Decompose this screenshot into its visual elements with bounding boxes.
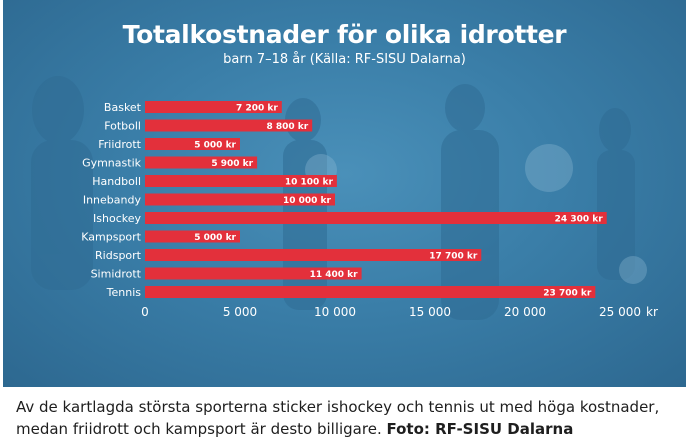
value-label: 23 700 kr [543,289,592,299]
category-label: Friidrott [98,138,141,151]
image-caption: Av de kartlagda största sporterna sticke… [16,396,676,440]
x-tick-label: 20 000 [504,305,546,319]
bar [145,230,240,243]
value-label: 5 000 kr [194,233,236,243]
value-label: 7 200 kr [236,104,278,114]
bar-chart: Basket 7 200 kr Fotboll 8 800 kr Friidrott 5 … [81,101,658,319]
category-label: Handboll [92,175,141,188]
value-label: 8 800 kr [266,122,308,132]
category-label: Tennis [106,286,142,299]
x-tick-label: 15 000 [409,305,451,319]
value-label: 24 300 kr [555,215,604,225]
x-tick-label: 0 [141,305,149,319]
value-label: 17 700 kr [429,252,478,262]
bar [145,119,313,132]
category-label: Fotboll [104,120,141,133]
x-unit-label: kr [646,305,658,319]
photo-credit: Foto: RF-SISU Dalarna [386,420,574,438]
category-label: Simidrott [91,268,142,281]
bar [145,249,482,261]
bar [145,193,335,206]
bar [145,156,258,169]
chart-subtitle: barn 7–18 år (Källa: RF-SISU Dalarna) [223,52,466,67]
caption-text: Av de kartlagda största sporterna sticke… [16,398,660,438]
category-label: Gymnastik [82,157,142,170]
value-label: 5 900 kr [211,159,253,169]
category-label: Innebandy [83,194,142,207]
value-label: 10 100 kr [285,178,334,188]
bar [145,175,337,187]
x-tick-label: 25 000 [599,305,641,319]
bar [145,212,607,224]
value-label: 10 000 kr [283,196,332,206]
x-tick-label: 5 000 [223,305,257,319]
category-label: Ishockey [93,212,141,225]
bar [145,286,596,298]
category-label: Kampsport [81,231,141,244]
bar [145,267,362,280]
chart-title: Totalkostnader för olika idrotter [122,20,567,49]
category-label: Basket [104,101,142,114]
x-tick-label: 10 000 [314,305,356,319]
chart-figure: Totalkostnader för olika idrotter barn 7… [3,0,686,387]
bar [145,101,282,113]
value-label: 5 000 kr [194,141,236,151]
value-label: 11 400 kr [310,270,359,280]
category-label: Ridsport [95,249,142,262]
bar [145,138,240,150]
